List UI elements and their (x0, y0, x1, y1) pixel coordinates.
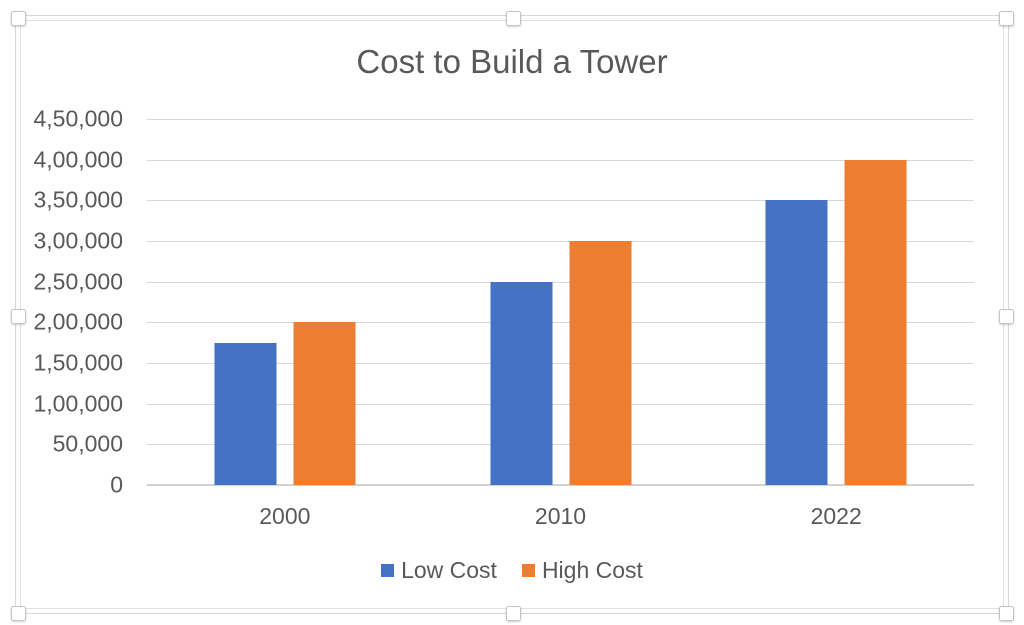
gridline-400000 (147, 159, 974, 161)
legend-item-low-cost[interactable]: Low Cost (381, 559, 497, 582)
y-tick-label-4: 2,00,000 (33, 308, 123, 335)
bar-high-cost-2000[interactable] (293, 322, 356, 485)
selection-handle-top-right[interactable] (999, 11, 1014, 26)
legend-swatch-high-cost (521, 564, 535, 577)
gridline-300000 (147, 241, 974, 242)
y-tick-label-2: 1,00,000 (33, 390, 123, 417)
legend-item-high-cost[interactable]: High Cost (521, 557, 643, 583)
selection-handle-top-left[interactable] (11, 11, 26, 26)
gridline-50000 (147, 444, 974, 446)
y-tick-label-8: 4,00,000 (33, 146, 123, 173)
x-axis-line (147, 484, 974, 486)
bar-group-2000 (214, 322, 356, 485)
gridline-350000 (147, 200, 974, 202)
gridline-200000 (147, 322, 974, 324)
bar-group-2010 (490, 241, 631, 485)
y-tick-label-0: 0 (110, 471, 123, 498)
y-tick-label-7: 3,50,000 (33, 186, 123, 213)
bar-low-cost-2010[interactable] (490, 282, 552, 485)
bar-low-cost-2000[interactable] (214, 343, 277, 485)
gridline-250000 (147, 281, 974, 283)
bar-group-2022 (765, 160, 907, 485)
bar-low-cost-2022[interactable] (765, 200, 828, 485)
y-tick-label-9: 4,50,000 (33, 105, 123, 132)
legend-label-low-cost: Low Cost (401, 557, 497, 583)
plot-area[interactable] (147, 119, 974, 486)
y-axis[interactable]: 0 50,000 1,00,000 1,50,000 2,00,000 2,50,000 3… (0, 0, 123, 625)
y-tick-label-5: 2,50,000 (33, 268, 123, 295)
gridline-100000 (147, 403, 974, 405)
x-tick-label-2022: 2022 (810, 503, 862, 529)
y-tick-label-3: 1,50,000 (33, 349, 123, 376)
selection-handle-middle-right[interactable] (999, 309, 1014, 324)
selection-handle-bottom-middle[interactable] (506, 606, 521, 621)
chart-title[interactable]: Cost to Build a Tower (356, 43, 668, 80)
gridline-150000 (147, 363, 974, 364)
y-tick-label-1: 50,000 (52, 430, 123, 457)
legend-label-high-cost: High Cost (541, 557, 643, 583)
selection-handle-middle-left[interactable] (11, 309, 26, 324)
y-tick-label-6: 3,00,000 (33, 227, 123, 254)
x-tick-label-2010: 2010 (534, 503, 587, 529)
gridline-450000 (147, 119, 974, 120)
selection-handle-bottom-left[interactable] (11, 606, 26, 621)
selection-handle-bottom-right[interactable] (999, 606, 1014, 621)
legend[interactable]: Low Cost High Cost (0, 559, 1024, 582)
bar-high-cost-2022[interactable] (844, 160, 907, 485)
legend-swatch-low-cost (381, 564, 395, 577)
x-tick-label-2000: 2000 (259, 503, 311, 529)
bar-high-cost-2010[interactable] (569, 241, 631, 485)
selection-handle-top-middle[interactable] (506, 11, 521, 26)
